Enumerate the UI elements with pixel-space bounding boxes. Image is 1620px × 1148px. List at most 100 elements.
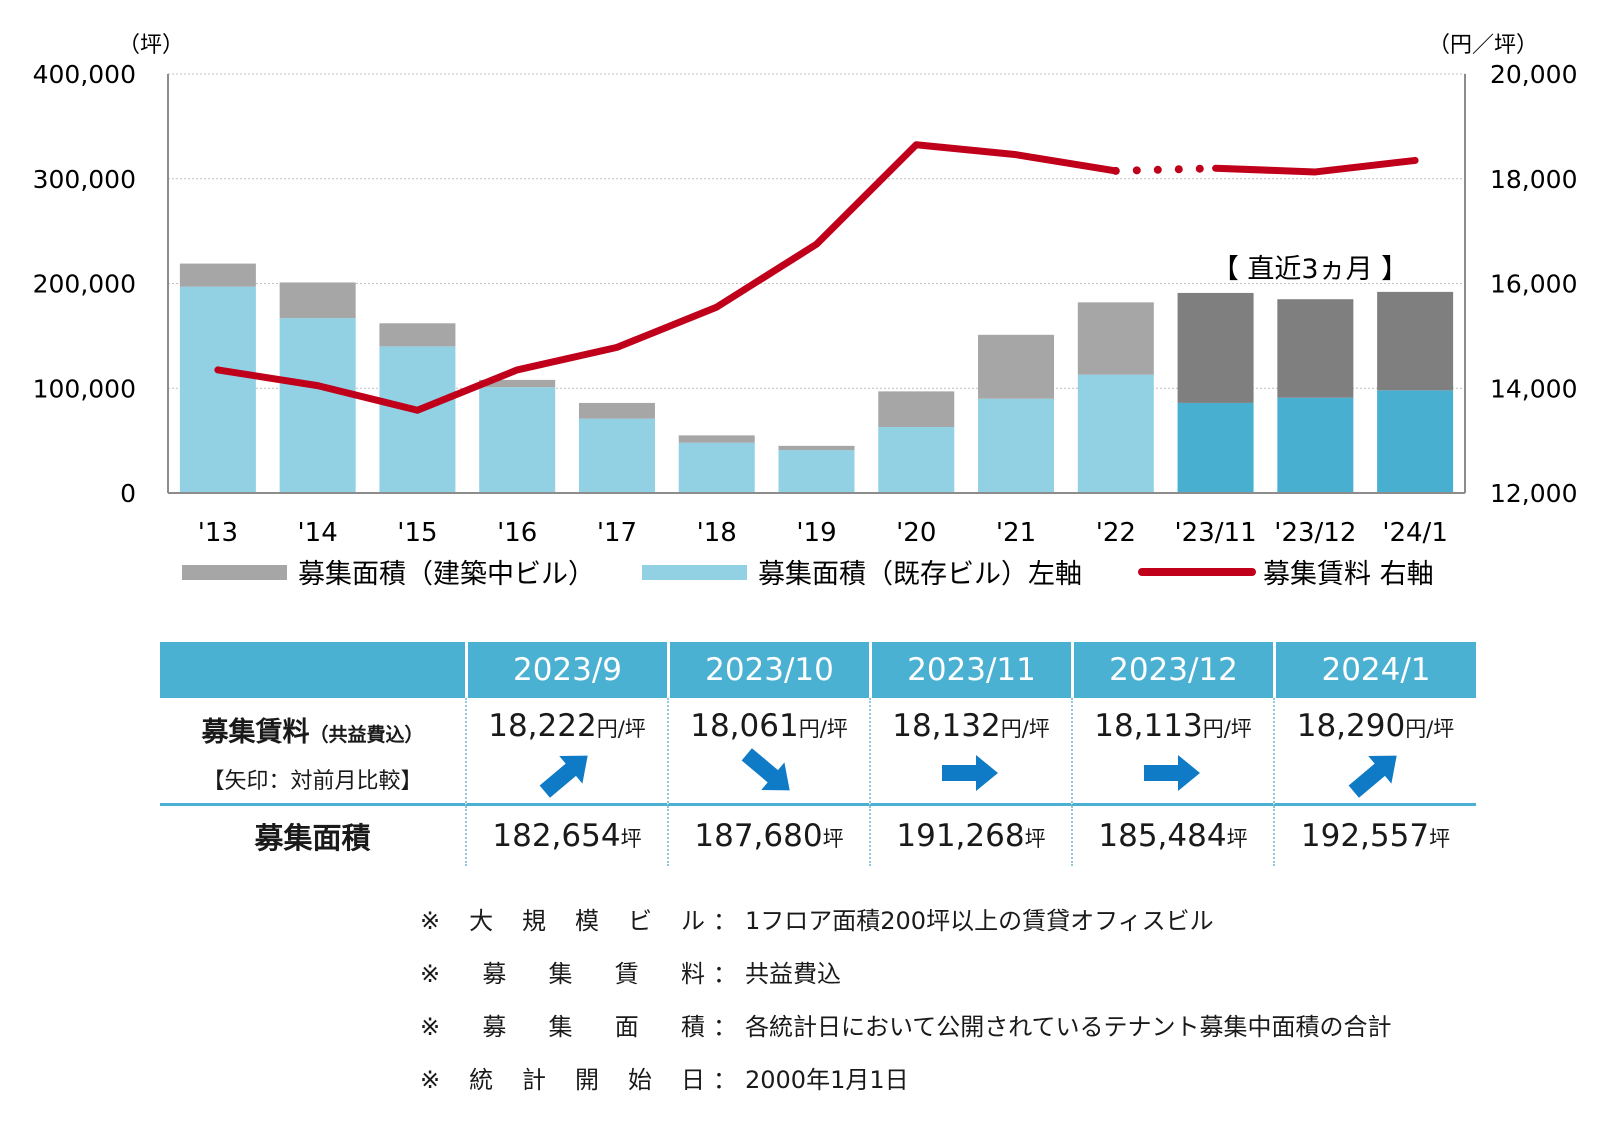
bar-construction [179,263,256,287]
trend-arrow-icon [942,755,998,791]
left-tick-label: 200,000 [33,270,136,299]
bar-construction [778,445,855,451]
rent-label-note: （共益費込） [309,724,424,746]
bar-existing [878,427,955,493]
left-tick-label: 100,000 [33,374,136,403]
right-tick-label: 12,000 [1490,479,1577,508]
bar-existing [978,398,1055,493]
bar-construction [1377,291,1454,391]
legend-label-existing: 募集面積（既存ビル）左軸 [758,559,1082,590]
rent-line-annual [214,141,1120,414]
bar-existing [1377,390,1454,493]
bar-existing [1277,397,1354,493]
trend-arrow-icon [1348,755,1397,798]
bar-construction [978,334,1055,399]
footnote-row: ※ 募集賃料 ： 共益費込 [420,948,1392,1001]
arrow-legend-label: 【矢印：対前月比較】 [202,769,423,794]
legend-swatch-existing [642,565,747,580]
legend-label-construction: 募集面積（建築中ビル） [298,559,595,590]
x-tick-label: '19 [796,518,836,548]
month-header: 2023/10 [667,642,869,698]
left-axis-unit: （坪） [118,33,184,58]
bar-existing [279,318,356,493]
recent-3-months-label: 【 直近3ヵ月 】 [1212,254,1408,285]
footnote-separator: ： [713,960,737,988]
footnotes: ※ 大規模ビル： 1フロア面積200坪以上の賃貸オフィスビル ※ 募集賃料：共益費込 ※ 募… [420,895,1392,1107]
tick-labels: 0 12,000 100,000 14,000 200,000 16,000 300,000… [33,60,1578,508]
right-tick-label: 18,000 [1490,165,1577,194]
gridlines [168,73,1465,389]
x-tick-label: '13 [198,518,238,548]
x-tick-label: '15 [397,518,437,548]
rent-cell: 18,113円/坪 [1071,698,1273,806]
area-row: 募集面積 182,654坪 187,680坪 191,268坪 185,484坪… [160,806,1476,866]
bar-construction [578,402,655,419]
rent-cell: 18,132円/坪 [869,698,1071,806]
legend-swatch-construction [182,565,287,580]
footnote-separator: ： [713,1013,737,1041]
bar-construction [678,435,755,443]
area-cell: 187,680坪 [667,806,869,866]
bar-construction [1077,302,1154,375]
month-header: 2024/1 [1273,642,1476,698]
x-tick-label: '23/12 [1274,518,1356,548]
trend-arrow-icon [539,755,588,798]
footnote-key: ※ 統計開始日 [420,1066,705,1094]
x-tick-label: '16 [497,518,537,548]
bar-existing [1177,402,1254,493]
monthly-summary-table: 2023/9 2023/10 2023/11 2023/12 2024/1 募集… [160,642,1476,866]
left-tick-label: 300,000 [33,165,136,194]
footnote-row: ※ 募集面積 ： 各統計日において公開されているテナント募集中面積の合計 [420,1001,1392,1054]
footnote-key: ※ 募集面積 [420,1013,705,1041]
rent-row-label: 募集賃料（共益費込） 【矢印：対前月比較】 [160,698,465,806]
bar-construction [1177,292,1254,403]
x-tick-label: '21 [996,518,1036,548]
bar-existing [778,450,855,493]
bar-existing [379,346,456,493]
rent-cell: 18,222円/坪 [465,698,667,806]
left-tick-label: 400,000 [33,60,136,89]
x-tick-label: '18 [697,518,737,548]
rent-line-recent [1212,156,1419,176]
rent-vacancy-chart: 0 12,000 100,000 14,000 200,000 16,000 300,000… [33,33,1578,590]
rent-row: 募集賃料（共益費込） 【矢印：対前月比較】 18,222円/坪 18,061円/… [160,698,1476,806]
x-tick-label: '24/1 [1382,518,1448,548]
area-cell: 182,654坪 [465,806,667,866]
legend: 募集面積（建築中ビル） 募集面積（既存ビル）左軸 募集賃料 右軸 [182,559,1434,590]
footnote-row: ※ 大規模ビル ： 1フロア面積200坪以上の賃貸オフィスビル [420,895,1392,948]
footnote-separator: ： [713,1066,737,1094]
axes [167,74,1466,494]
bar-construction [878,391,955,428]
area-cell: 191,268坪 [869,806,1071,866]
trend-arrow-icon [1144,755,1200,791]
right-tick-label: 14,000 [1490,374,1577,403]
month-header: 2023/12 [1071,642,1273,698]
bar-existing [1077,374,1154,493]
right-tick-label: 20,000 [1490,60,1577,89]
x-tick-label: '23/11 [1175,518,1257,548]
left-tick-label: 0 [120,479,136,508]
x-tick-labels: '13 '14 '15 '16 '17 '18 '19 '20 '21 '22 '23/11 '23/… [198,518,1448,548]
legend-label-rent: 募集賃料 右軸 [1263,559,1434,590]
footnote-value: 共益費込 [745,960,841,988]
bar-existing [678,442,755,493]
footnote-separator: ： [713,907,737,935]
month-header: 2023/9 [465,642,667,698]
x-tick-label: '17 [597,518,637,548]
trend-arrow-icon [741,748,790,791]
area-row-label: 募集面積 [254,821,371,855]
rent-line-series [214,141,1419,414]
footnote-row: ※ 統計開始日 ： 2000年1月1日 [420,1054,1392,1107]
bar-construction [1277,299,1354,398]
month-header: 2023/11 [869,642,1071,698]
bar-existing [578,418,655,493]
table-corner [160,642,465,698]
bar-existing [179,286,256,493]
rent-cell: 18,290円/坪 [1273,698,1476,806]
footnote-key: ※ 募集賃料 [420,960,705,988]
rent-label: 募集賃料 [201,717,310,748]
footnote-value: 1フロア面積200坪以上の賃貸オフィスビル [745,907,1214,935]
footnote-key: ※ 大規模ビル [420,907,705,935]
footnote-value: 各統計日において公開されているテナント募集中面積の合計 [745,1013,1392,1041]
right-axis-unit: （円／坪） [1428,33,1538,58]
